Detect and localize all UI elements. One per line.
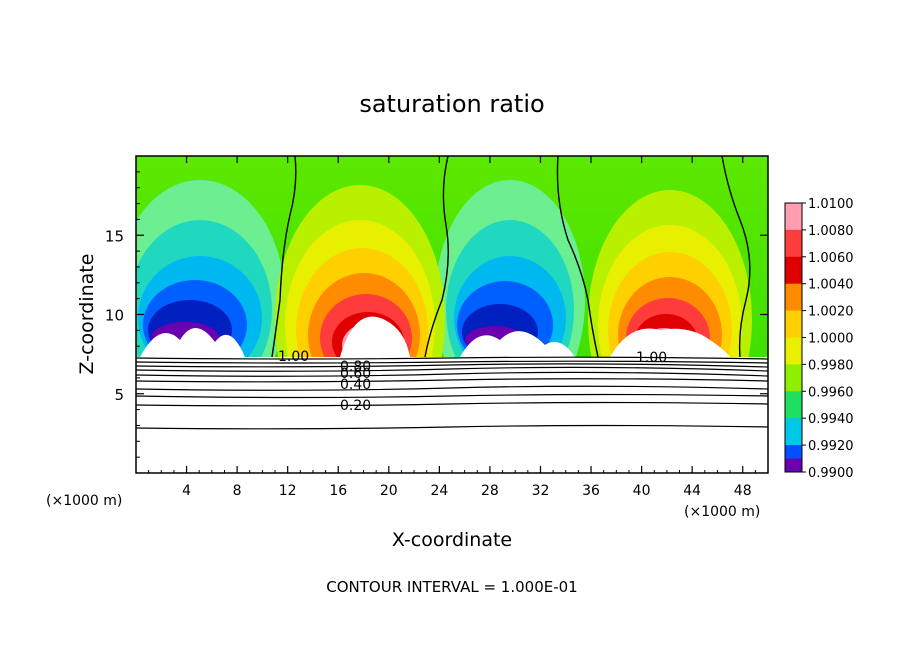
colorbar-swatch <box>785 229 802 258</box>
plot-area <box>136 156 768 473</box>
x-tick-label: 24 <box>430 483 448 499</box>
cloud-base-gaps <box>140 316 730 357</box>
y-tick-label: 10 <box>105 307 124 325</box>
contour-unity-lines <box>271 156 751 358</box>
contour-label: 1.00 <box>278 349 309 365</box>
colorbar-label: 0.9920 <box>808 439 854 454</box>
x-tick-label: 40 <box>633 483 651 499</box>
x-tick-label: 12 <box>279 483 297 499</box>
y-axis-label: Z-coordinate <box>76 254 98 375</box>
colorbar-label: 0.9940 <box>808 412 854 427</box>
colorbar-swatch <box>785 256 802 285</box>
colorbar-label: 1.0060 <box>808 251 854 266</box>
x-unit-right: (×1000 m) <box>684 504 760 520</box>
footer-note: CONTOUR INTERVAL = 1.000E-01 <box>326 578 577 596</box>
x-tick-label: 8 <box>233 483 242 499</box>
contour-label: 0.60 <box>340 366 371 382</box>
contour-label: 1.00 <box>636 350 667 366</box>
colorbar-label: 1.0080 <box>808 224 854 239</box>
contour-labels: 1.00 0.80 0.60 0.40 0.20 1.00 <box>278 349 667 414</box>
colorbar-label: 0.9980 <box>808 358 854 373</box>
x-tick-label: 4 <box>182 483 191 499</box>
x-tick-label: 36 <box>582 483 600 499</box>
x-tick-label: 20 <box>380 483 398 499</box>
colorbar-swatch <box>785 364 802 392</box>
contour-label: 0.80 <box>340 359 371 375</box>
colorbar-swatch <box>785 391 802 419</box>
x-tick-label: 16 <box>329 483 347 499</box>
colorbar-swatch <box>785 337 802 365</box>
x-tick-label: 48 <box>734 483 752 499</box>
x-tick-label: 32 <box>532 483 550 499</box>
y-tick-label: 5 <box>114 386 124 404</box>
colorbar-swatch <box>785 203 802 231</box>
colorbar-label: 1.0040 <box>808 278 854 293</box>
colorbar: 1.0100 1.0080 1.0060 1.0040 1.0020 1.0000 0.99… <box>784 197 854 481</box>
colorbar-swatch <box>785 458 802 472</box>
colorbar-label: 1.0100 <box>808 197 854 212</box>
colorbar-label: 1.0000 <box>808 332 854 347</box>
colorbar-label: 0.9900 <box>808 466 854 481</box>
colorbar-swatch <box>785 418 802 446</box>
colorbar-label: 1.0020 <box>808 305 854 320</box>
x-axis-ticks: 4 8 12 16 20 24 28 32 36 40 44 48 <box>148 156 756 499</box>
colorbar-swatch <box>785 310 802 338</box>
y-tick-label: 15 <box>105 227 124 245</box>
x-tick-label: 28 <box>481 483 499 499</box>
chart-title: saturation ratio <box>359 90 544 118</box>
contour-lines-lower <box>136 356 768 430</box>
x-tick-label: 44 <box>683 483 701 499</box>
x-unit-left: (×1000 m) <box>46 493 122 509</box>
y-axis-ticks: 5 10 15 <box>105 171 768 458</box>
colorbar-label: 0.9960 <box>808 385 854 400</box>
contour-label: 0.40 <box>340 377 371 393</box>
colorbar-swatch <box>785 283 802 312</box>
x-axis-label: X-coordinate <box>392 529 512 551</box>
contour-label: 0.20 <box>340 398 371 414</box>
